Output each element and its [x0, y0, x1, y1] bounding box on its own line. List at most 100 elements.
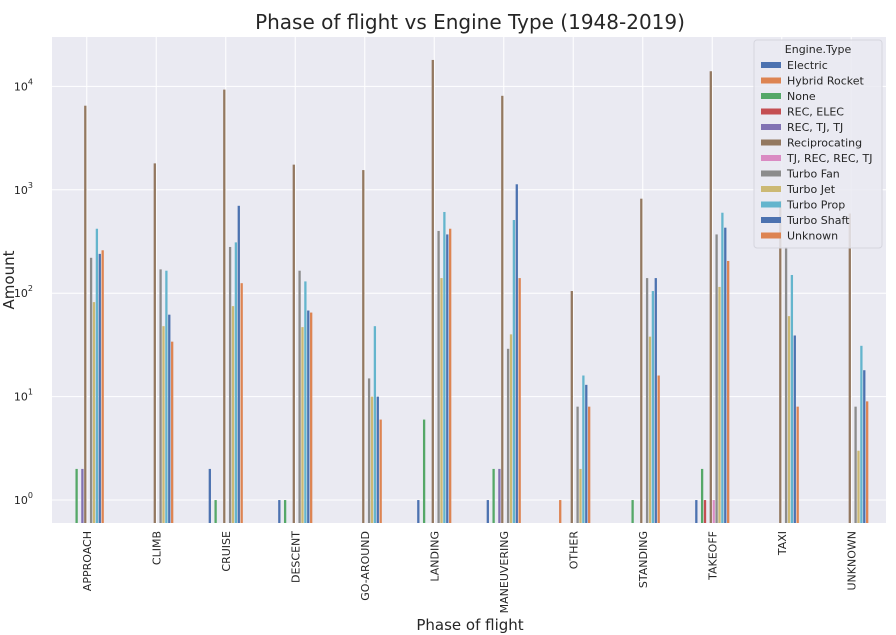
bar: [509, 334, 513, 523]
legend-swatch: [761, 62, 781, 68]
bar: [223, 89, 226, 523]
bar: [440, 278, 443, 523]
bar: [159, 269, 162, 523]
bar: [631, 500, 634, 523]
legend-label: Reciprocating: [787, 137, 862, 150]
bar: [310, 312, 313, 523]
bar: [559, 500, 562, 523]
bar: [640, 198, 643, 524]
bar: [498, 468, 501, 523]
bar: [651, 291, 655, 523]
bar: [168, 314, 171, 523]
bar: [228, 246, 232, 523]
bar: [422, 419, 426, 523]
x-tick-label: TAKEOFF: [706, 531, 719, 581]
bar: [657, 375, 660, 523]
bar: [866, 401, 869, 523]
bar: [492, 468, 495, 523]
x-tick-label: APPROACH: [81, 531, 94, 591]
bar: [515, 184, 518, 523]
legend-swatch: [761, 155, 781, 161]
bar: [787, 316, 791, 523]
legend-label: TJ, REC, REC, TJ: [786, 152, 872, 165]
legend-label: Unknown: [787, 230, 838, 243]
x-tick-label: GO-AROUND: [359, 531, 372, 601]
x-tick-label: MANEUVERING: [498, 531, 511, 613]
bar: [162, 326, 165, 523]
bar: [443, 211, 446, 523]
bar: [278, 500, 281, 523]
bar: [796, 406, 799, 523]
bar: [648, 336, 652, 523]
x-axis-label: Phase of flight: [416, 616, 523, 634]
bar: [718, 286, 721, 523]
bar: [367, 378, 371, 523]
bar: [715, 234, 718, 524]
bar: [307, 310, 310, 523]
bar: [84, 105, 87, 524]
bars: [75, 59, 869, 524]
x-tick-label: CLIMB: [150, 531, 163, 565]
bar: [304, 281, 307, 523]
bar: [588, 406, 591, 523]
bar: [449, 228, 452, 523]
legend-label: Turbo Fan: [786, 168, 840, 181]
legend-box: [753, 39, 883, 249]
bar: [582, 375, 585, 523]
bar: [579, 468, 582, 523]
y-tick-label: 101: [14, 388, 33, 404]
legend-swatch: [761, 170, 781, 177]
bar: [709, 71, 712, 523]
bar: [724, 227, 727, 523]
bar: [645, 278, 649, 523]
bar: [240, 283, 243, 523]
bar: [857, 450, 860, 523]
bar: [700, 468, 704, 523]
bar: [848, 213, 851, 523]
legend-swatch: [761, 139, 781, 146]
bar: [98, 253, 101, 523]
bar: [486, 500, 489, 523]
bar: [373, 326, 377, 523]
legend-swatch: [761, 186, 781, 192]
bar: [234, 242, 238, 524]
bar: [854, 406, 857, 523]
bar: [231, 306, 235, 523]
bar: [292, 164, 295, 523]
legend-swatch: [761, 108, 781, 115]
bar: [165, 270, 168, 523]
bar: [237, 205, 240, 523]
bar: [860, 345, 863, 523]
legend-swatch: [761, 93, 781, 99]
legend-swatch: [761, 217, 781, 223]
x-tick-labels: APPROACH CLIMB CRUISE DESCENT GO-AROUND LANDI…: [81, 531, 859, 614]
legend-label: REC, TJ, TJ: [787, 121, 843, 134]
bar: [570, 291, 573, 523]
bar: [92, 302, 96, 523]
legend-label: Turbo Jet: [786, 183, 836, 196]
y-axis-label: Amount: [0, 250, 18, 309]
y-tick-label: 102: [14, 284, 33, 300]
bar: [863, 370, 866, 523]
bar: [379, 419, 382, 523]
bar: [501, 95, 504, 524]
bar: [727, 260, 730, 523]
legend-title: Engine.Type: [785, 43, 852, 56]
bar: [208, 468, 211, 523]
bar: [654, 278, 657, 523]
y-tick-labels: 100 101 102 103 104: [14, 77, 33, 507]
x-tick-label: OTHER: [567, 531, 580, 570]
bar: [506, 348, 510, 523]
bar: [431, 59, 434, 524]
bar: [376, 396, 379, 523]
legend-label: Hybrid Rocket: [787, 75, 864, 88]
bar: [301, 327, 304, 523]
bar: [89, 257, 93, 523]
bar: [576, 406, 579, 523]
legend: Engine.Type Electric Hybrid Rocket None REC,…: [753, 39, 883, 249]
legend-swatch: [761, 201, 781, 208]
x-tick-label: TAXI: [776, 531, 789, 556]
bar: [214, 500, 217, 523]
grid: [52, 37, 886, 523]
